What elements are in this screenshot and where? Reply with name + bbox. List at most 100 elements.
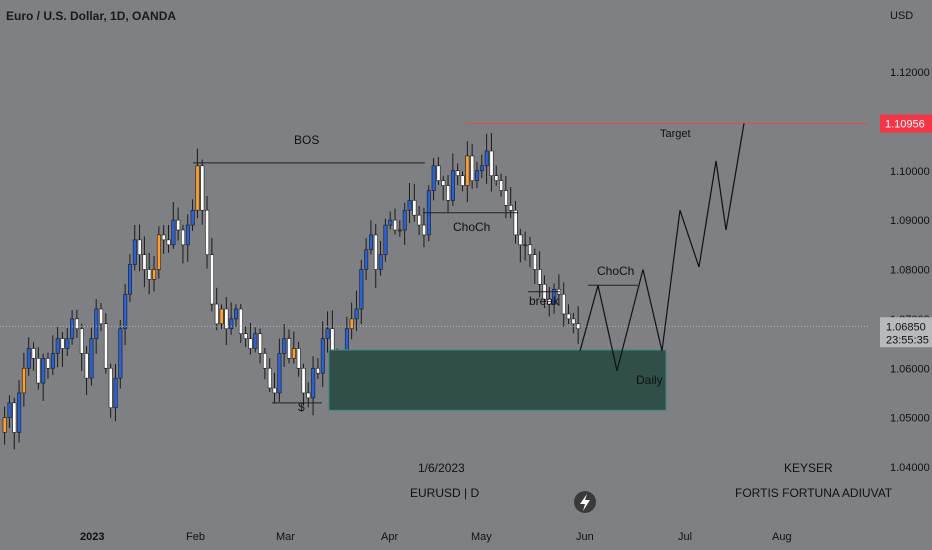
candle: [243, 326, 248, 347]
candle: [21, 352, 26, 407]
candle: [176, 207, 181, 241]
demand-zone[interactable]: [328, 349, 667, 411]
author-label: KEYSER: [784, 461, 833, 475]
candle: [383, 218, 388, 262]
candle: [407, 182, 412, 224]
bos-label: BOS: [294, 133, 319, 147]
price-tick-label: 1.08000: [890, 265, 930, 277]
symbol-footer: EURUSD | D: [410, 486, 479, 500]
candle: [253, 327, 258, 353]
time-axis[interactable]: 2023 Feb Mar Apr May Jun Jul Aug: [80, 531, 792, 543]
candle: [571, 312, 576, 334]
choch-top-label: ChoCh: [453, 220, 490, 234]
countdown-label: 23:55:35: [886, 334, 929, 346]
motto-label: FORTIS FORTUNA ADIUVAT: [735, 486, 893, 500]
candle: [147, 252, 152, 295]
candle: [171, 202, 176, 249]
currency-label: USD: [890, 10, 913, 22]
price-tick-label: 1.09000: [890, 215, 930, 227]
candle: [393, 208, 398, 235]
candle: [118, 319, 123, 389]
candle: [287, 329, 292, 364]
price-tick-label: 1.05000: [890, 413, 930, 425]
candle: [238, 304, 243, 343]
candle: [258, 328, 263, 364]
price-tick-label: 1.10000: [890, 166, 930, 178]
candle: [537, 251, 542, 298]
candle: [373, 224, 378, 289]
candle: [166, 225, 171, 253]
time-tick-label: Jun: [576, 531, 594, 543]
symbol-title: Euro / U.S. Dollar, 1D, OANDA: [6, 9, 176, 23]
break-label: break: [529, 294, 560, 308]
price-axis[interactable]: 1.120001.110001.100001.090001.080001.070…: [880, 67, 932, 474]
time-tick-label: Apr: [381, 531, 398, 543]
candle: [422, 207, 427, 248]
candle: [50, 335, 55, 376]
candle: [296, 341, 301, 377]
candle: [282, 324, 287, 367]
candle: [267, 358, 272, 393]
candle: [161, 225, 166, 254]
time-tick-label: 2023: [80, 531, 104, 543]
candle: [128, 254, 133, 303]
candle: [460, 171, 465, 192]
candle: [142, 236, 147, 288]
candle: [566, 304, 571, 325]
candle: [209, 237, 214, 312]
candle: [55, 326, 60, 368]
candle: [79, 323, 84, 372]
candle: [195, 148, 200, 219]
candle: [349, 302, 354, 340]
candle: [523, 231, 528, 261]
candle: [315, 358, 320, 379]
candle: [359, 259, 364, 325]
candle: [465, 141, 470, 203]
candle: [417, 206, 422, 236]
candle: [503, 175, 508, 218]
candle: [200, 159, 205, 225]
candle: [137, 224, 142, 272]
candle: [311, 356, 316, 416]
candle: [402, 202, 407, 245]
candle: [2, 406, 7, 445]
candle: [561, 282, 566, 327]
candle: [36, 347, 41, 390]
candle: [388, 211, 393, 230]
candle: [479, 154, 484, 179]
candle: [397, 220, 402, 237]
candle: [224, 297, 229, 346]
candle: [103, 313, 108, 374]
candle: [455, 163, 460, 186]
candle: [26, 337, 31, 376]
price-tick-label: 1.04000: [890, 462, 930, 474]
date-label: 1/6/2023: [418, 461, 465, 475]
lightning-icon[interactable]: [574, 491, 596, 513]
candle: [46, 352, 51, 379]
target-label: Target: [660, 128, 691, 140]
candle: [470, 144, 475, 189]
candle: [205, 195, 210, 269]
candle: [113, 364, 118, 422]
candle: [446, 174, 451, 213]
candle: [513, 201, 518, 244]
candle: [84, 345, 89, 396]
candle: [291, 331, 296, 364]
candle: [412, 184, 417, 222]
candle: [436, 156, 441, 185]
candle: [248, 322, 253, 355]
candle: [320, 321, 325, 387]
drawing-layer: [0, 123, 868, 411]
price-tick-label: 1.12000: [890, 67, 930, 79]
candle: [234, 304, 239, 327]
time-tick-label: Feb: [186, 531, 205, 543]
current-price-tag: [880, 317, 932, 348]
candle: [499, 173, 504, 197]
projection-path: [579, 123, 745, 371]
candle: [552, 283, 557, 314]
candle: [108, 363, 113, 418]
candle: [132, 224, 137, 271]
candles-layer: [2, 133, 581, 450]
candle: [354, 290, 359, 332]
